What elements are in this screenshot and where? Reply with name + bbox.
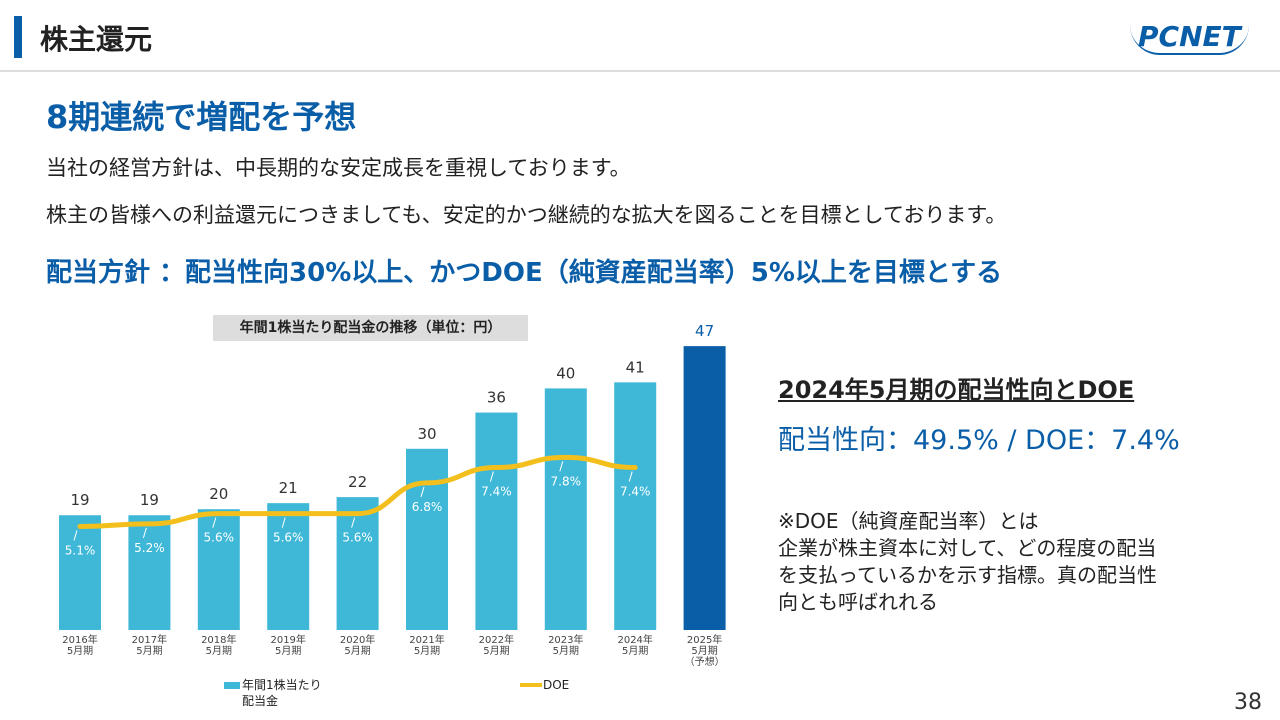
leader [489, 471, 494, 482]
x-tick-line: 5月期 [136, 645, 162, 657]
doe-label: 5.1% [65, 543, 96, 557]
bar-label: 20 [209, 485, 228, 503]
page-number: 38 [1234, 690, 1262, 715]
leader [628, 471, 633, 482]
bar-label: 47 [695, 322, 714, 340]
x-tick-line: 5月期 [275, 645, 301, 657]
chart-title: 年間1株当たり配当金の推移（単位：円） [213, 315, 528, 341]
doe-label: 7.4% [620, 485, 651, 499]
x-tick-label: 2018年 5月期 [201, 633, 236, 657]
bar-label: 19 [140, 491, 159, 509]
note-line: 向とも呼ばれれる [778, 590, 938, 614]
x-tick-line: 2025年 [687, 633, 722, 646]
note-line: を支払っているかを示す指標。真の配当性 [778, 563, 1157, 587]
bar [475, 412, 518, 630]
bar [614, 382, 657, 630]
x-tick-line: 5月期 [414, 645, 440, 657]
doe-label: 7.8% [551, 474, 582, 488]
bar [406, 448, 448, 630]
header-title: 株主還元 [40, 23, 153, 56]
x-tick-line: 2023年 [548, 633, 583, 646]
leader [142, 527, 147, 539]
bar [197, 509, 240, 630]
x-tick-line: （予想） [685, 655, 725, 668]
x-tick-line: 5月期 [691, 645, 717, 657]
x-tick-line: 5月期 [483, 645, 509, 657]
bar [336, 497, 379, 630]
doe-label: 5.6% [273, 531, 304, 545]
leader [351, 517, 356, 528]
x-tick-label: 2024年 5月期 [617, 633, 652, 657]
x-tick-label: 2019年 5月期 [270, 633, 305, 657]
x-tick-line: 5月期 [206, 645, 232, 657]
doe-label: 5.6% [204, 531, 235, 545]
doe-line [77, 454, 638, 529]
leader [420, 486, 425, 498]
x-tick-line: 5月期 [622, 645, 648, 657]
note-line: 企業が株主資本に対して、どの程度の配当 [778, 536, 1157, 560]
legend-label: 年間1株当たり配当金 [242, 678, 322, 708]
side-heading: 2024年5月期の配当性向とDOE [778, 376, 1135, 404]
legend-swatch [224, 682, 240, 689]
x-tick-line: 2018年 [201, 633, 236, 646]
header-rule [0, 70, 1280, 72]
x-tick-label: 2025年 5月期（予想） [685, 633, 725, 668]
x-tick-line: 2020年 [340, 633, 375, 646]
bar-label: 19 [70, 491, 89, 509]
doe-label: 5.6% [342, 531, 373, 545]
bar-label: 36 [487, 389, 506, 407]
x-tick-line: 2017年 [132, 633, 167, 646]
bar [128, 515, 171, 630]
doe-label: 6.8% [412, 500, 443, 514]
bar [267, 503, 310, 630]
x-tick-label: 2020年 5月期 [340, 633, 375, 657]
x-tick-line: 2019年 [270, 633, 305, 646]
bar [544, 388, 587, 630]
doe-label: 7.4% [481, 485, 512, 499]
x-tick-line: 5月期 [553, 645, 579, 657]
x-tick-line: 5月期 [67, 645, 93, 657]
bar [683, 346, 726, 630]
policy: 配当方針 ：配当性向30%以上、かつDOE（純資産配当率）5%以上を目標とする [46, 258, 1003, 288]
x-tick-line: 5月期 [344, 645, 370, 657]
x-tick-label: 2021年 5月期 [409, 633, 444, 657]
x-tick-line: 2022年 [479, 633, 514, 646]
bar-label: 40 [556, 364, 575, 382]
x-tick-label: 2017年 5月期 [132, 633, 167, 657]
bar-label: 21 [279, 479, 298, 497]
legend-swatch [520, 683, 542, 687]
body-line: 株主の皆様への利益還元につきましても、安定的かつ継続的な拡大を図ることを目標とし… [46, 203, 1007, 227]
legend-label: DOE [543, 678, 570, 692]
header-accent [14, 16, 22, 58]
logo: PCNET [1130, 20, 1249, 55]
x-tick-line: 2021年 [409, 633, 444, 646]
leader [559, 461, 564, 472]
leader [212, 517, 217, 528]
leader [73, 530, 78, 541]
x-tick-label: 2016年 5月期 [62, 633, 97, 657]
x-tick-line: 2016年 [62, 633, 97, 646]
x-tick-line: 2024年 [617, 633, 652, 646]
x-tick-label: 2022年 5月期 [479, 633, 514, 657]
doe-label: 5.2% [134, 541, 165, 555]
side-figures: 配当性向：49.5% / DOE：7.4% [778, 425, 1180, 456]
bar-label: 30 [417, 425, 436, 443]
headline: 8期連続で増配を予想 [46, 98, 357, 136]
bar [59, 515, 101, 630]
bar-label: 22 [348, 473, 367, 491]
note-line: ※DOE（純資産配当率）とは [778, 509, 1039, 533]
x-tick-label: 2023年 5月期 [548, 633, 583, 657]
leader [281, 517, 286, 528]
body-line: 当社の経営方針は、中長期的な安定成長を重視しております。 [46, 156, 631, 180]
bar-label: 41 [626, 358, 645, 376]
